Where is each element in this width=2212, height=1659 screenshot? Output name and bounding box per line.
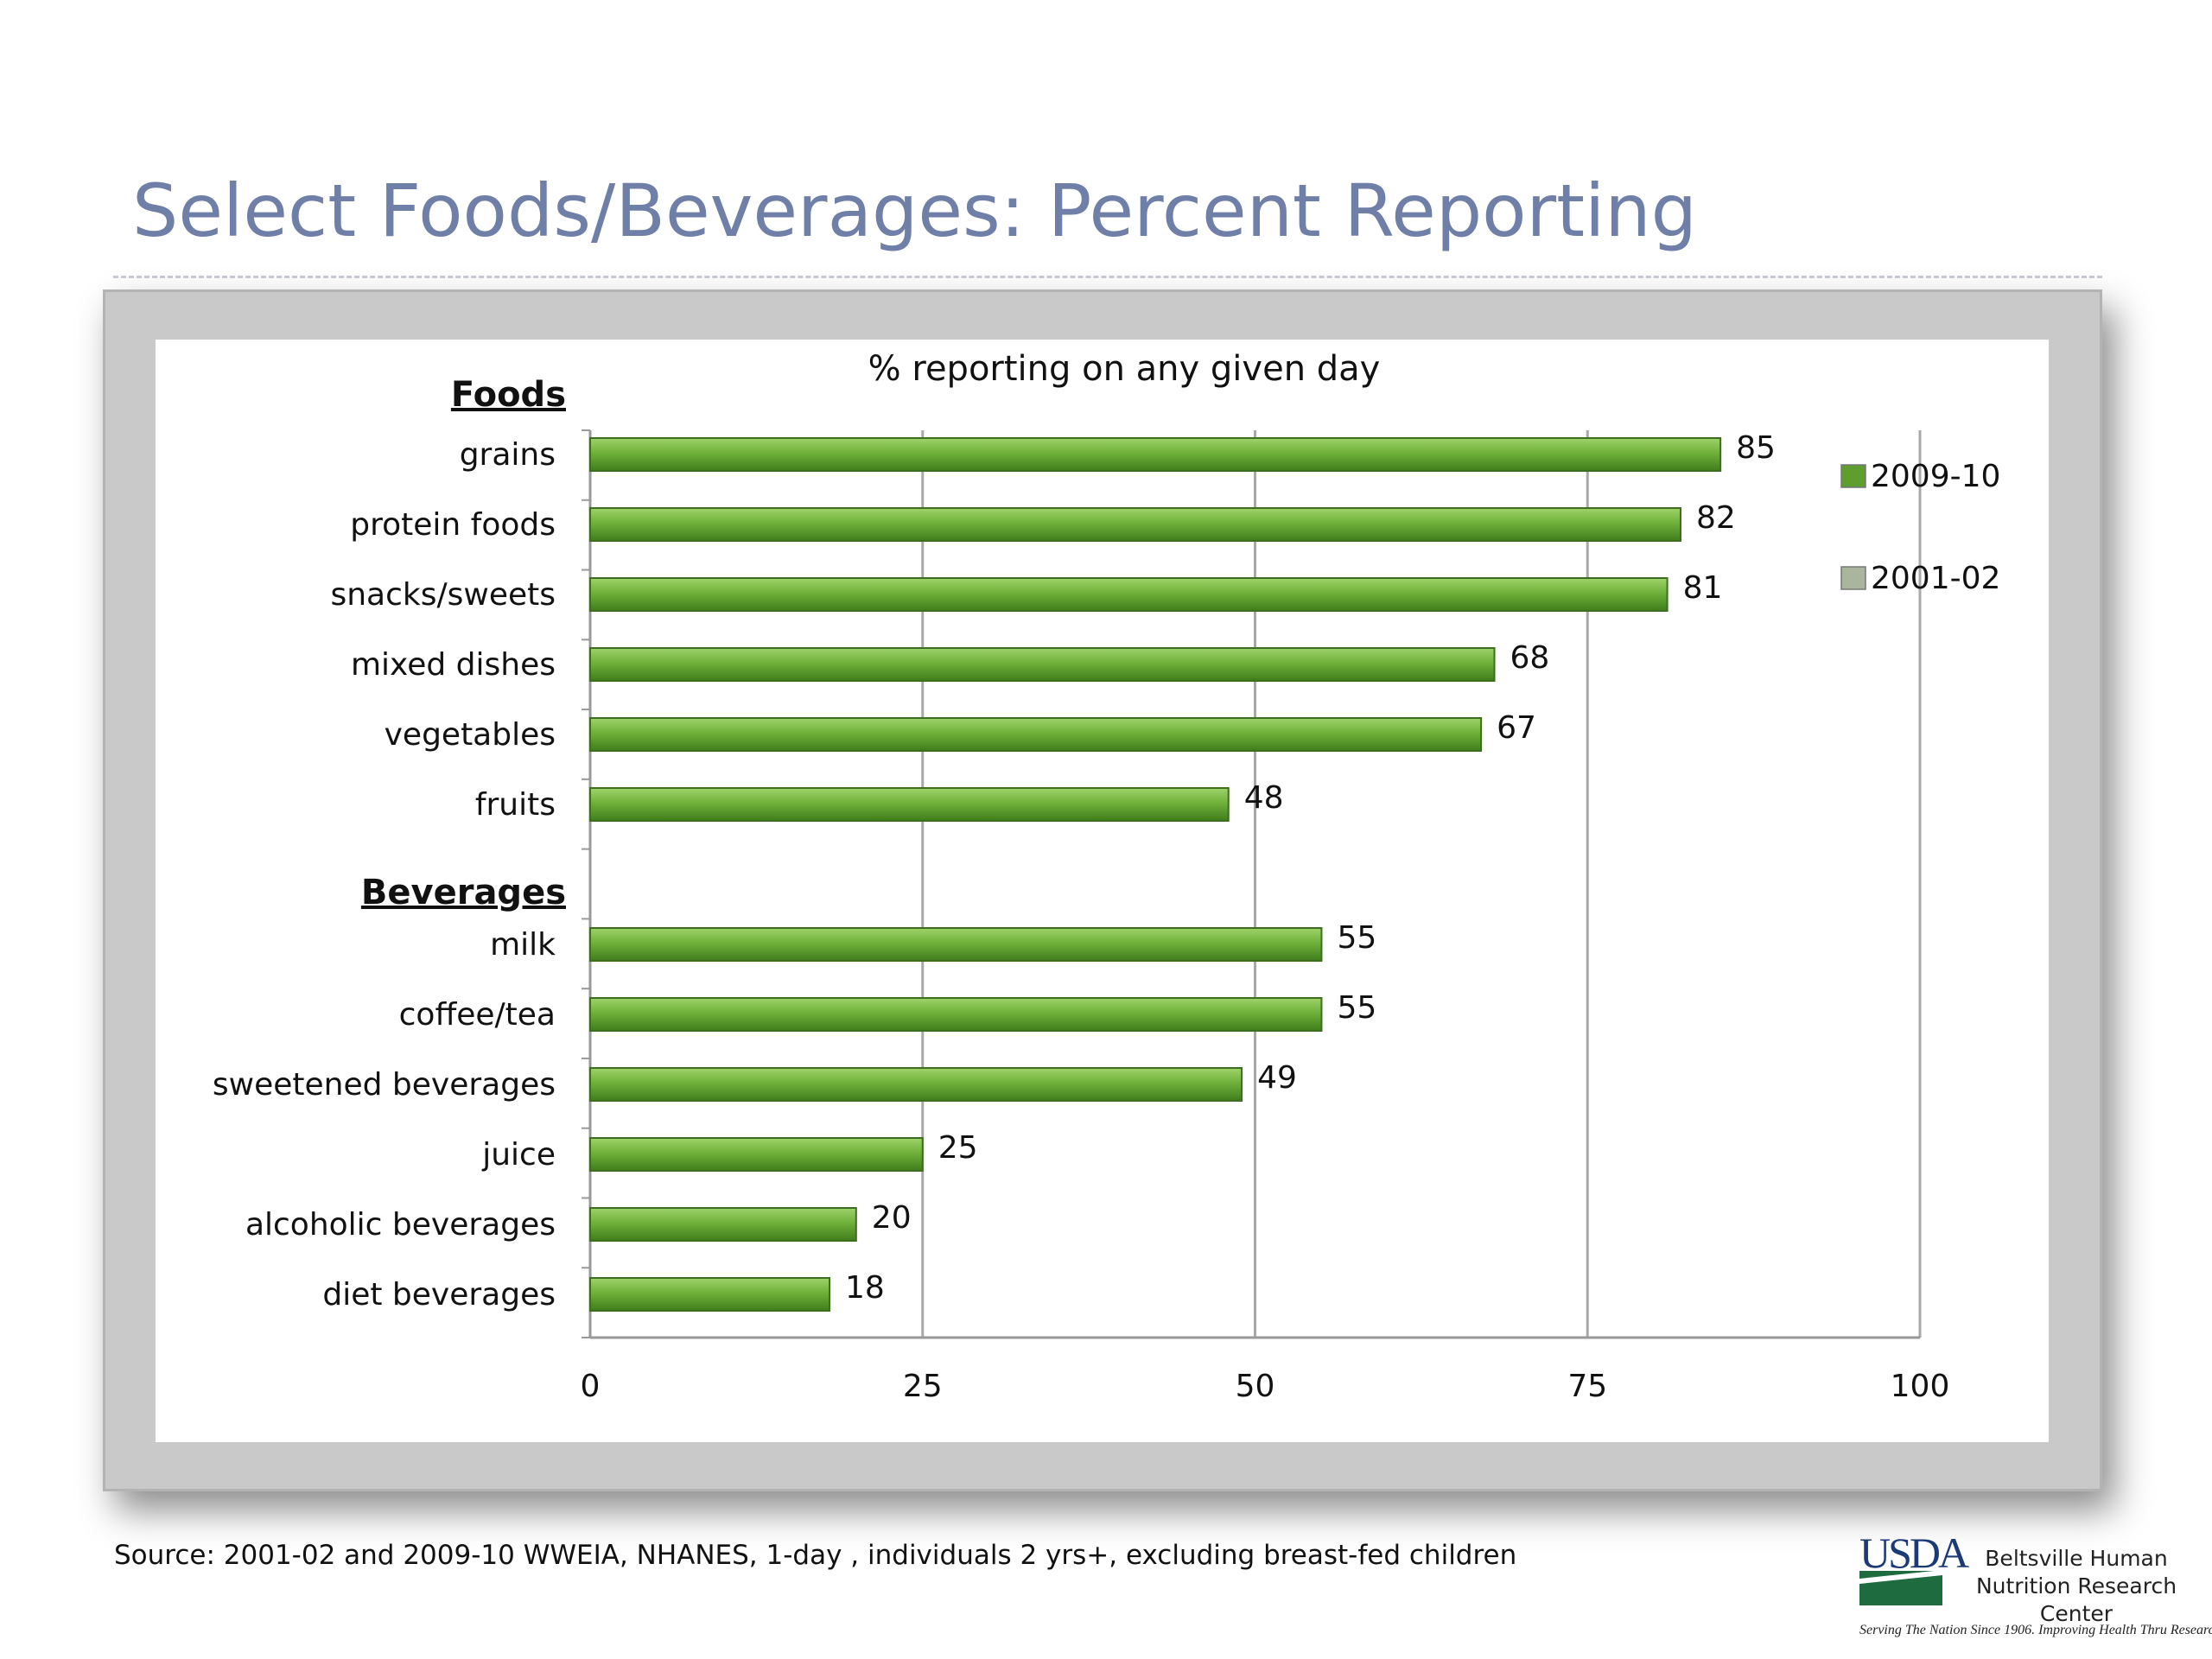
category-label: grains [460,437,556,473]
data-label: 81 [1683,570,1723,606]
logo-motto: Serving The Nation Since 1906. Improving… [1859,1623,2212,1637]
data-label: 48 [1244,780,1284,816]
logo-mark: USDA [1859,1529,1969,1577]
legend-label: 2001-02 [1871,561,2000,596]
usda-logo: USDA Beltsville Human Nutrition Research… [1856,1528,2212,1649]
category-label: protein foods [350,507,556,543]
x-tick-label: 50 [1236,1369,1275,1404]
category-label: fruits [475,787,556,823]
legend-swatch-2009-10 [1840,464,1866,488]
legend-swatch-2001-02 [1840,566,1866,590]
data-label: 55 [1337,920,1376,956]
logo-name: Beltsville Human Nutrition Research Cent… [1975,1546,2177,1626]
category-label: vegetables [385,717,556,753]
category-label: mixed dishes [351,647,556,683]
bar-protein-foods [589,507,1681,542]
x-tick-label: 100 [1891,1369,1950,1404]
category-label: diet beverages [322,1277,556,1313]
data-label: 85 [1736,430,1776,466]
bar-alcoholic-beverages [589,1207,857,1242]
data-label: 82 [1696,500,1736,536]
bar-snacks-sweets [589,577,1669,612]
bar-coffee-tea [589,997,1323,1032]
data-label: 49 [1257,1060,1297,1096]
legend-label: 2009-10 [1871,459,2000,494]
x-tick-label: 75 [1567,1369,1607,1404]
bar-vegetables [589,717,1483,752]
bar-juice [589,1137,924,1172]
category-label: snacks/sweets [330,577,556,613]
data-label: 68 [1510,640,1550,676]
source-note: Source: 2001-02 and 2009-10 WWEIA, NHANE… [114,1540,1517,1571]
x-tick-label: 25 [903,1369,943,1404]
data-label: 18 [845,1270,885,1306]
bar-mixed-dishes [589,647,1496,682]
category-label: alcoholic beverages [245,1207,556,1243]
chart-title: % reporting on any given day [868,349,1381,389]
x-tick-label: 0 [581,1369,601,1404]
bar-sweetened-beverages [589,1067,1243,1102]
slide-title: Select Foods/Beverages: Percent Reportin… [132,168,1697,253]
data-label: 25 [938,1130,978,1166]
group-label-beverages: Beverages [361,873,566,912]
data-label: 20 [872,1200,912,1236]
category-label: coffee/tea [399,997,556,1033]
data-label: 67 [1497,710,1536,746]
title-divider [113,276,2102,278]
logo-field-graphic [1859,1571,1942,1605]
category-label: juice [481,1137,556,1173]
data-label: 55 [1337,990,1376,1026]
group-label-foods: Foods [451,375,566,415]
bar-fruits [589,787,1230,822]
category-label: milk [490,927,556,963]
bar-grains [589,437,1722,472]
bar-milk [589,927,1323,962]
category-label: sweetened beverages [213,1067,556,1103]
bar-diet-beverages [589,1277,831,1312]
